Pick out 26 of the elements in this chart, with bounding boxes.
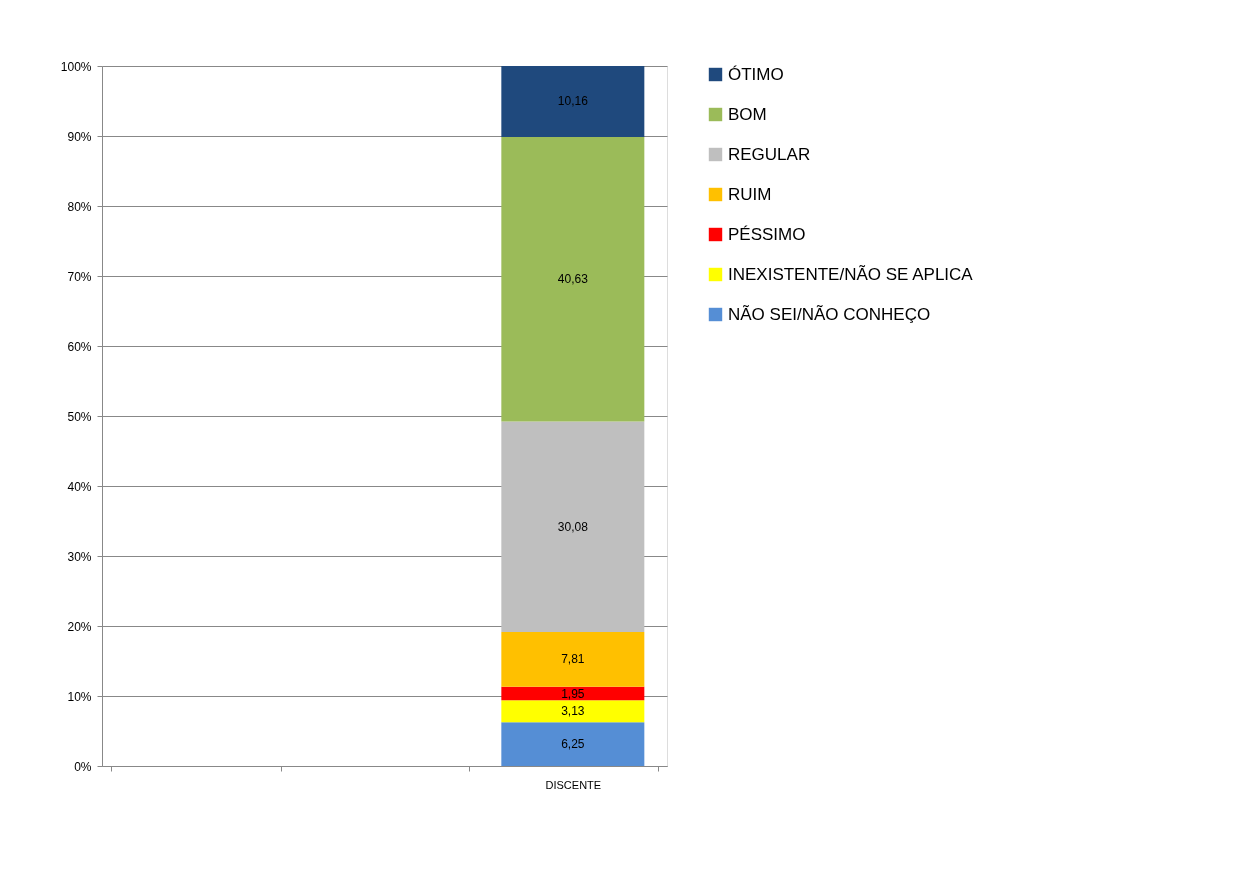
data-label: 40,63: [557, 272, 589, 287]
x-tick-label: DISCENTE: [545, 778, 602, 791]
y-tick-label: 30%: [67, 549, 92, 564]
y-tick-label: 20%: [67, 619, 92, 634]
data-label: 30,08: [557, 519, 589, 534]
data-label: 1,95: [561, 686, 585, 701]
legend-label: ÓTIMO: [728, 64, 784, 84]
legend-label: BOM: [728, 104, 767, 124]
legend-label: RUIM: [728, 184, 772, 204]
y-tick-label: 60%: [67, 339, 92, 354]
y-tick-label: 0%: [74, 759, 92, 774]
y-tick-label: 10%: [67, 689, 92, 704]
data-label: 10,16: [557, 94, 589, 109]
legend-label: NÃO SEI/NÃO CONHEÇO: [728, 304, 931, 324]
data-label: 3,13: [561, 704, 585, 719]
data-label: 6,25: [561, 737, 585, 752]
y-tick-label: 70%: [67, 269, 92, 284]
y-tick-label: 90%: [67, 129, 92, 144]
data-label: 7,81: [561, 652, 585, 667]
y-tick-label: 80%: [67, 199, 92, 214]
y-tick-label: 100%: [60, 59, 92, 74]
y-tick-label: 40%: [67, 479, 92, 494]
y-tick-label: 50%: [67, 409, 92, 424]
legend-label: REGULAR: [728, 144, 811, 164]
legend-label: PÉSSIMO: [728, 224, 806, 244]
legend-label: INEXISTENTE/NÃO SE APLICA: [728, 264, 974, 284]
